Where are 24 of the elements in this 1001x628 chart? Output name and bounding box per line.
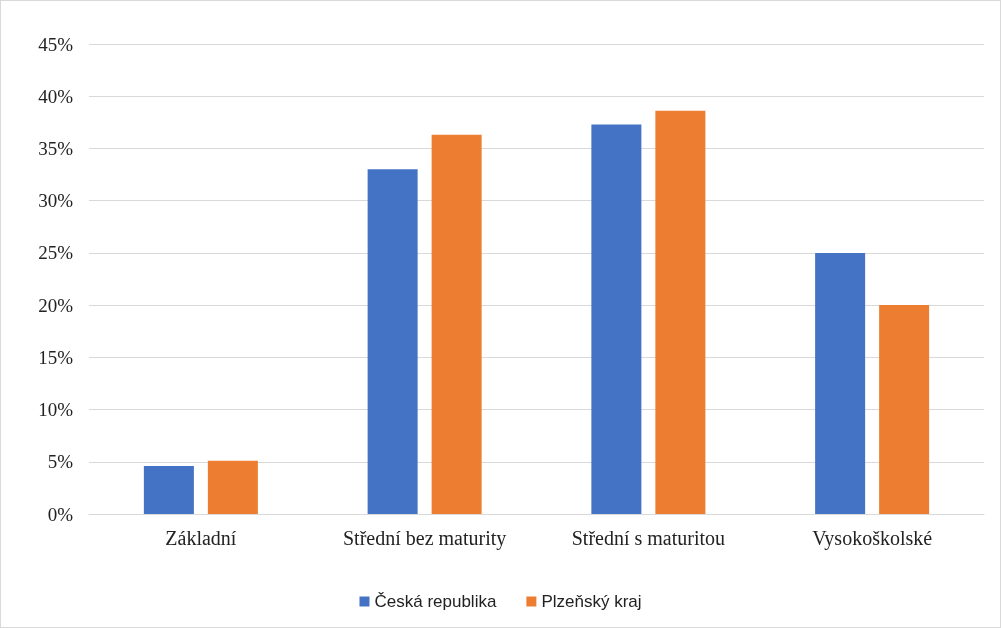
y-tick-label: 30% [38,190,74,212]
bar [143,465,194,514]
y-tick-label: 35% [38,137,74,159]
bar [879,305,930,514]
legend-label: Česká republika [374,592,497,611]
bar [591,124,642,514]
bar [207,460,258,514]
y-tick-label: 45% [38,33,74,55]
x-tick-label: Střední bez maturity [342,527,507,550]
bar [655,110,706,514]
x-tick-label: Základní [165,527,237,549]
bar [431,134,482,514]
y-tick-label: 20% [38,294,74,316]
bar [815,252,866,514]
y-tick-label: 10% [38,399,74,421]
y-tick-label: 0% [47,503,74,525]
legend-label: Plzeňský kraj [541,592,642,611]
x-tick-label: Vysokoškolské [812,527,933,550]
y-tick-label: 40% [38,85,74,107]
y-tick-label: 5% [47,451,74,473]
x-tick-label: Střední s maturitou [571,527,726,549]
y-tick-label: 15% [38,346,74,368]
y-tick-label: 25% [38,242,74,264]
bar [367,169,418,514]
